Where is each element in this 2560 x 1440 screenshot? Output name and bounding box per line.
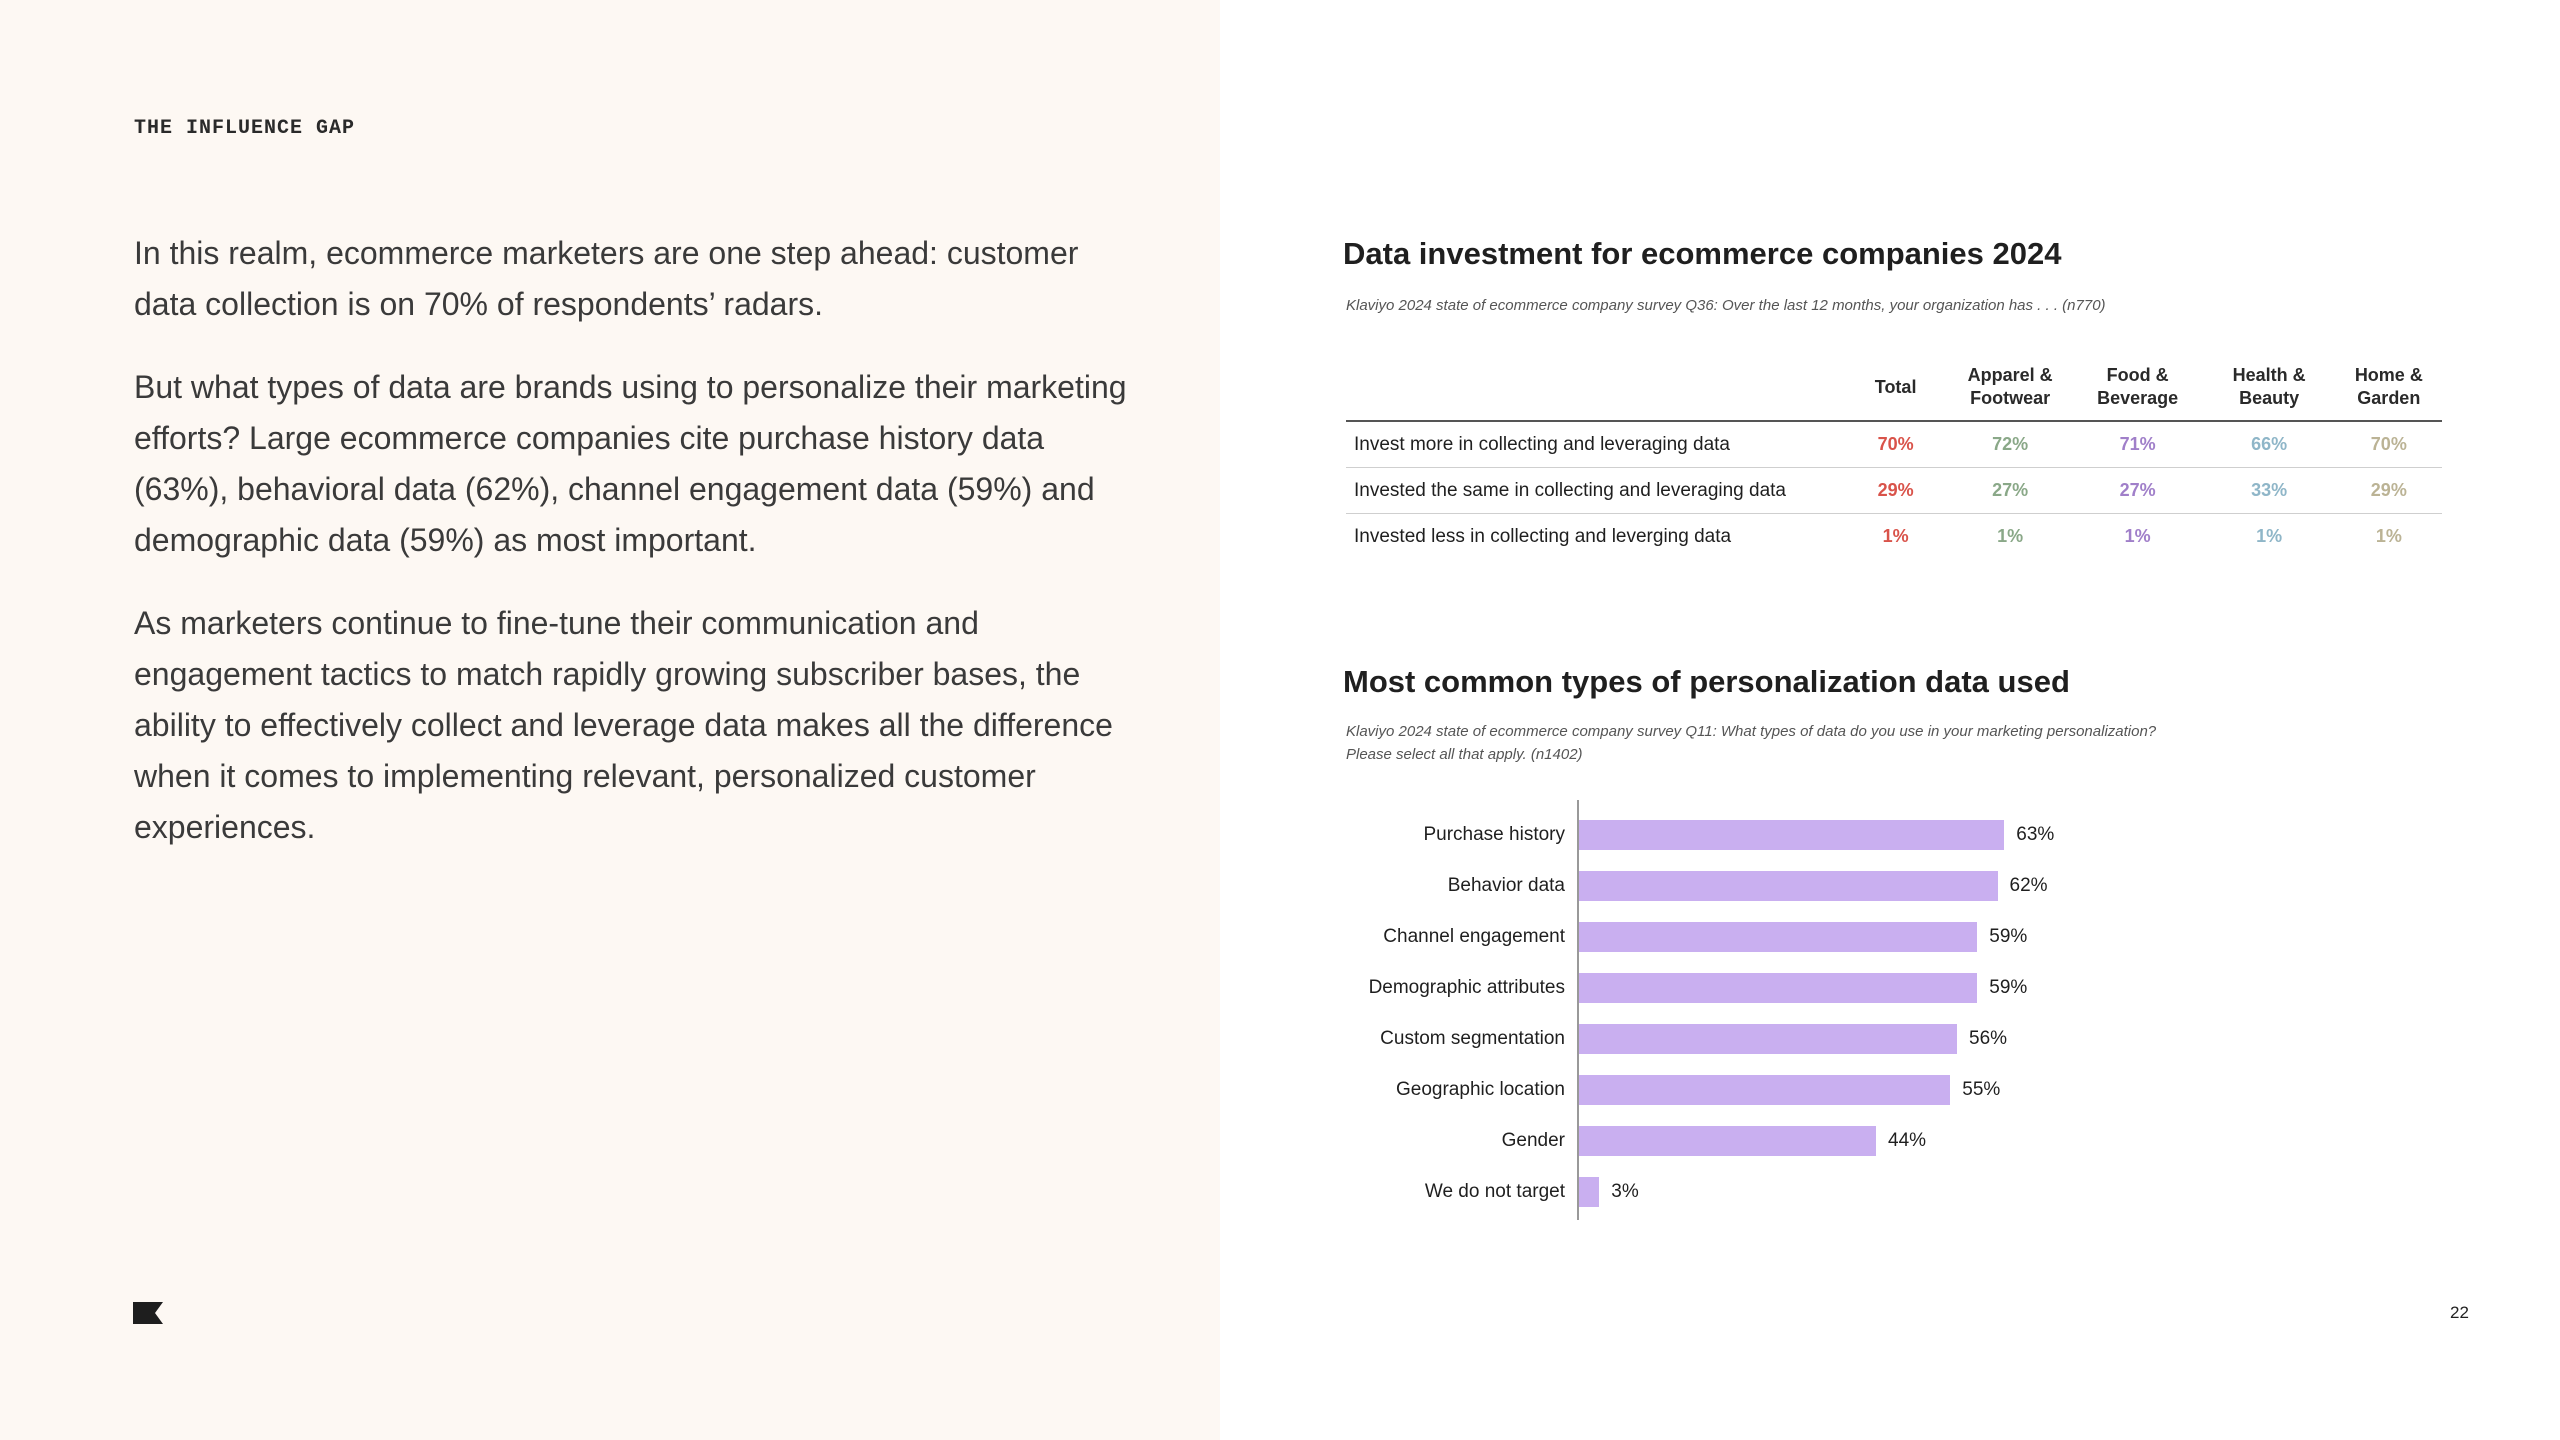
- table-cell: 1%: [2256, 526, 2283, 546]
- paragraph-2: But what types of data are brands using …: [134, 369, 1127, 558]
- left-panel: THE INFLUENCE GAP In this realm, ecommer…: [0, 0, 1220, 1440]
- bar-category-label: Demographic attributes: [1368, 977, 1565, 998]
- bar-value-label: 44%: [1888, 1130, 1927, 1151]
- table-cell: 27%: [1947, 467, 2073, 514]
- table-cell: 66%: [2202, 421, 2336, 468]
- column-header-home: Home & Garden: [2335, 358, 2442, 422]
- table-cell: 71%: [2072, 421, 2203, 468]
- bar-category-label: We do not target: [1424, 1181, 1565, 1202]
- bar-value-label: 59%: [1989, 926, 2028, 947]
- table-cell: 27%: [2072, 467, 2203, 514]
- column-header-apparel: Apparel & Footwear: [1947, 358, 2073, 422]
- bar-value-label: 62%: [2009, 875, 2048, 896]
- bar: [1579, 922, 1978, 952]
- bar-value-label: 56%: [1969, 1028, 2008, 1049]
- bar-value-label: 59%: [1989, 977, 2028, 998]
- chart-source: Klaviyo 2024 state of ecommerce company …: [1346, 720, 2346, 766]
- bar-row: Gender 44%: [1340, 1126, 2140, 1156]
- table-row: Invest more in collecting and leveraging…: [1346, 421, 2442, 468]
- bar-value-label: 63%: [2016, 824, 2055, 845]
- bar-row: We do not target 3%: [1340, 1177, 2140, 1207]
- bar: [1579, 1126, 1876, 1156]
- table-row: Invested the same in collecting and leve…: [1346, 467, 2442, 514]
- table-cell: 70%: [2335, 421, 2442, 468]
- bar-category-label: Purchase history: [1423, 824, 1565, 845]
- page-number: 22: [2450, 1303, 2469, 1322]
- chart-source-line-1: Klaviyo 2024 state of ecommerce company …: [1346, 723, 2157, 740]
- table-cell: 33%: [2202, 467, 2336, 514]
- chart-title: Most common types of personalization dat…: [1343, 664, 2070, 699]
- bar: [1579, 1024, 1957, 1054]
- table-cell: 1%: [2124, 526, 2151, 546]
- bar-category-label: Geographic location: [1396, 1079, 1565, 1100]
- data-investment-table: Total Apparel & Footwear Food & Beverage…: [1346, 358, 2442, 559]
- bar-value-label: 3%: [1611, 1181, 1639, 1202]
- bar-category-label: Channel engagement: [1383, 926, 1565, 947]
- bar-row: Custom segmentation 56%: [1340, 1024, 2140, 1054]
- section-label: THE INFLUENCE GAP: [134, 117, 356, 140]
- row-label: Invested the same in collecting and leve…: [1346, 467, 1844, 514]
- table-cell: 29%: [2335, 467, 2442, 514]
- bar-row: Demographic attributes 59%: [1340, 973, 2140, 1003]
- table-row: Invested less in collecting and levergin…: [1346, 514, 2442, 560]
- column-header-total: Total: [1843, 358, 1948, 422]
- table-header-row: Total Apparel & Footwear Food & Beverage…: [1346, 358, 2442, 422]
- bar: [1579, 1075, 1951, 1105]
- column-header-health: Health & Beauty: [2202, 358, 2336, 422]
- bar-row: Behavior data 62%: [1340, 871, 2140, 901]
- table-cell: 29%: [1843, 467, 1948, 514]
- chart-axis: [1577, 800, 1579, 1220]
- bar-row: Purchase history 63%: [1340, 820, 2140, 850]
- table-header-empty: [1346, 358, 1844, 422]
- table-cell: 1%: [1882, 526, 1909, 546]
- bar-row: Channel engagement 59%: [1340, 922, 2140, 952]
- paragraph-3: As marketers continue to fine-tune their…: [134, 605, 1113, 845]
- bar-row: Geographic location 55%: [1340, 1075, 2140, 1105]
- body-text: In this realm, ecommerce marketers are o…: [134, 228, 1144, 885]
- row-label: Invest more in collecting and leveraging…: [1346, 421, 1844, 468]
- table-cell: 72%: [1947, 421, 2073, 468]
- bar: [1579, 1177, 1600, 1207]
- bar: [1579, 973, 1978, 1003]
- bar-category-label: Custom segmentation: [1380, 1028, 1565, 1049]
- paragraph-1: In this realm, ecommerce marketers are o…: [134, 235, 1079, 322]
- personalization-bar-chart: Purchase history 63% Behavior data 62% Chann…: [1340, 800, 2140, 1220]
- klaviyo-flag-icon: [133, 1302, 163, 1324]
- bar-value-label: 55%: [1962, 1079, 2001, 1100]
- bar-category-label: Gender: [1501, 1130, 1565, 1151]
- table-cell: 1%: [1997, 526, 2024, 546]
- chart-source-line-2: Please select all that apply. (n1402): [1346, 746, 1583, 763]
- bar: [1579, 820, 2005, 850]
- table-cell: 1%: [2375, 526, 2402, 546]
- bar-category-label: Behavior data: [1447, 875, 1565, 896]
- column-header-food: Food & Beverage: [2072, 358, 2203, 422]
- table-source: Klaviyo 2024 state of ecommerce company …: [1346, 297, 2106, 314]
- table-title: Data investment for ecommerce companies …: [1343, 236, 2062, 271]
- bar: [1579, 871, 1998, 901]
- table-cell: 70%: [1843, 421, 1948, 468]
- row-label: Invested less in collecting and levergin…: [1354, 525, 1732, 547]
